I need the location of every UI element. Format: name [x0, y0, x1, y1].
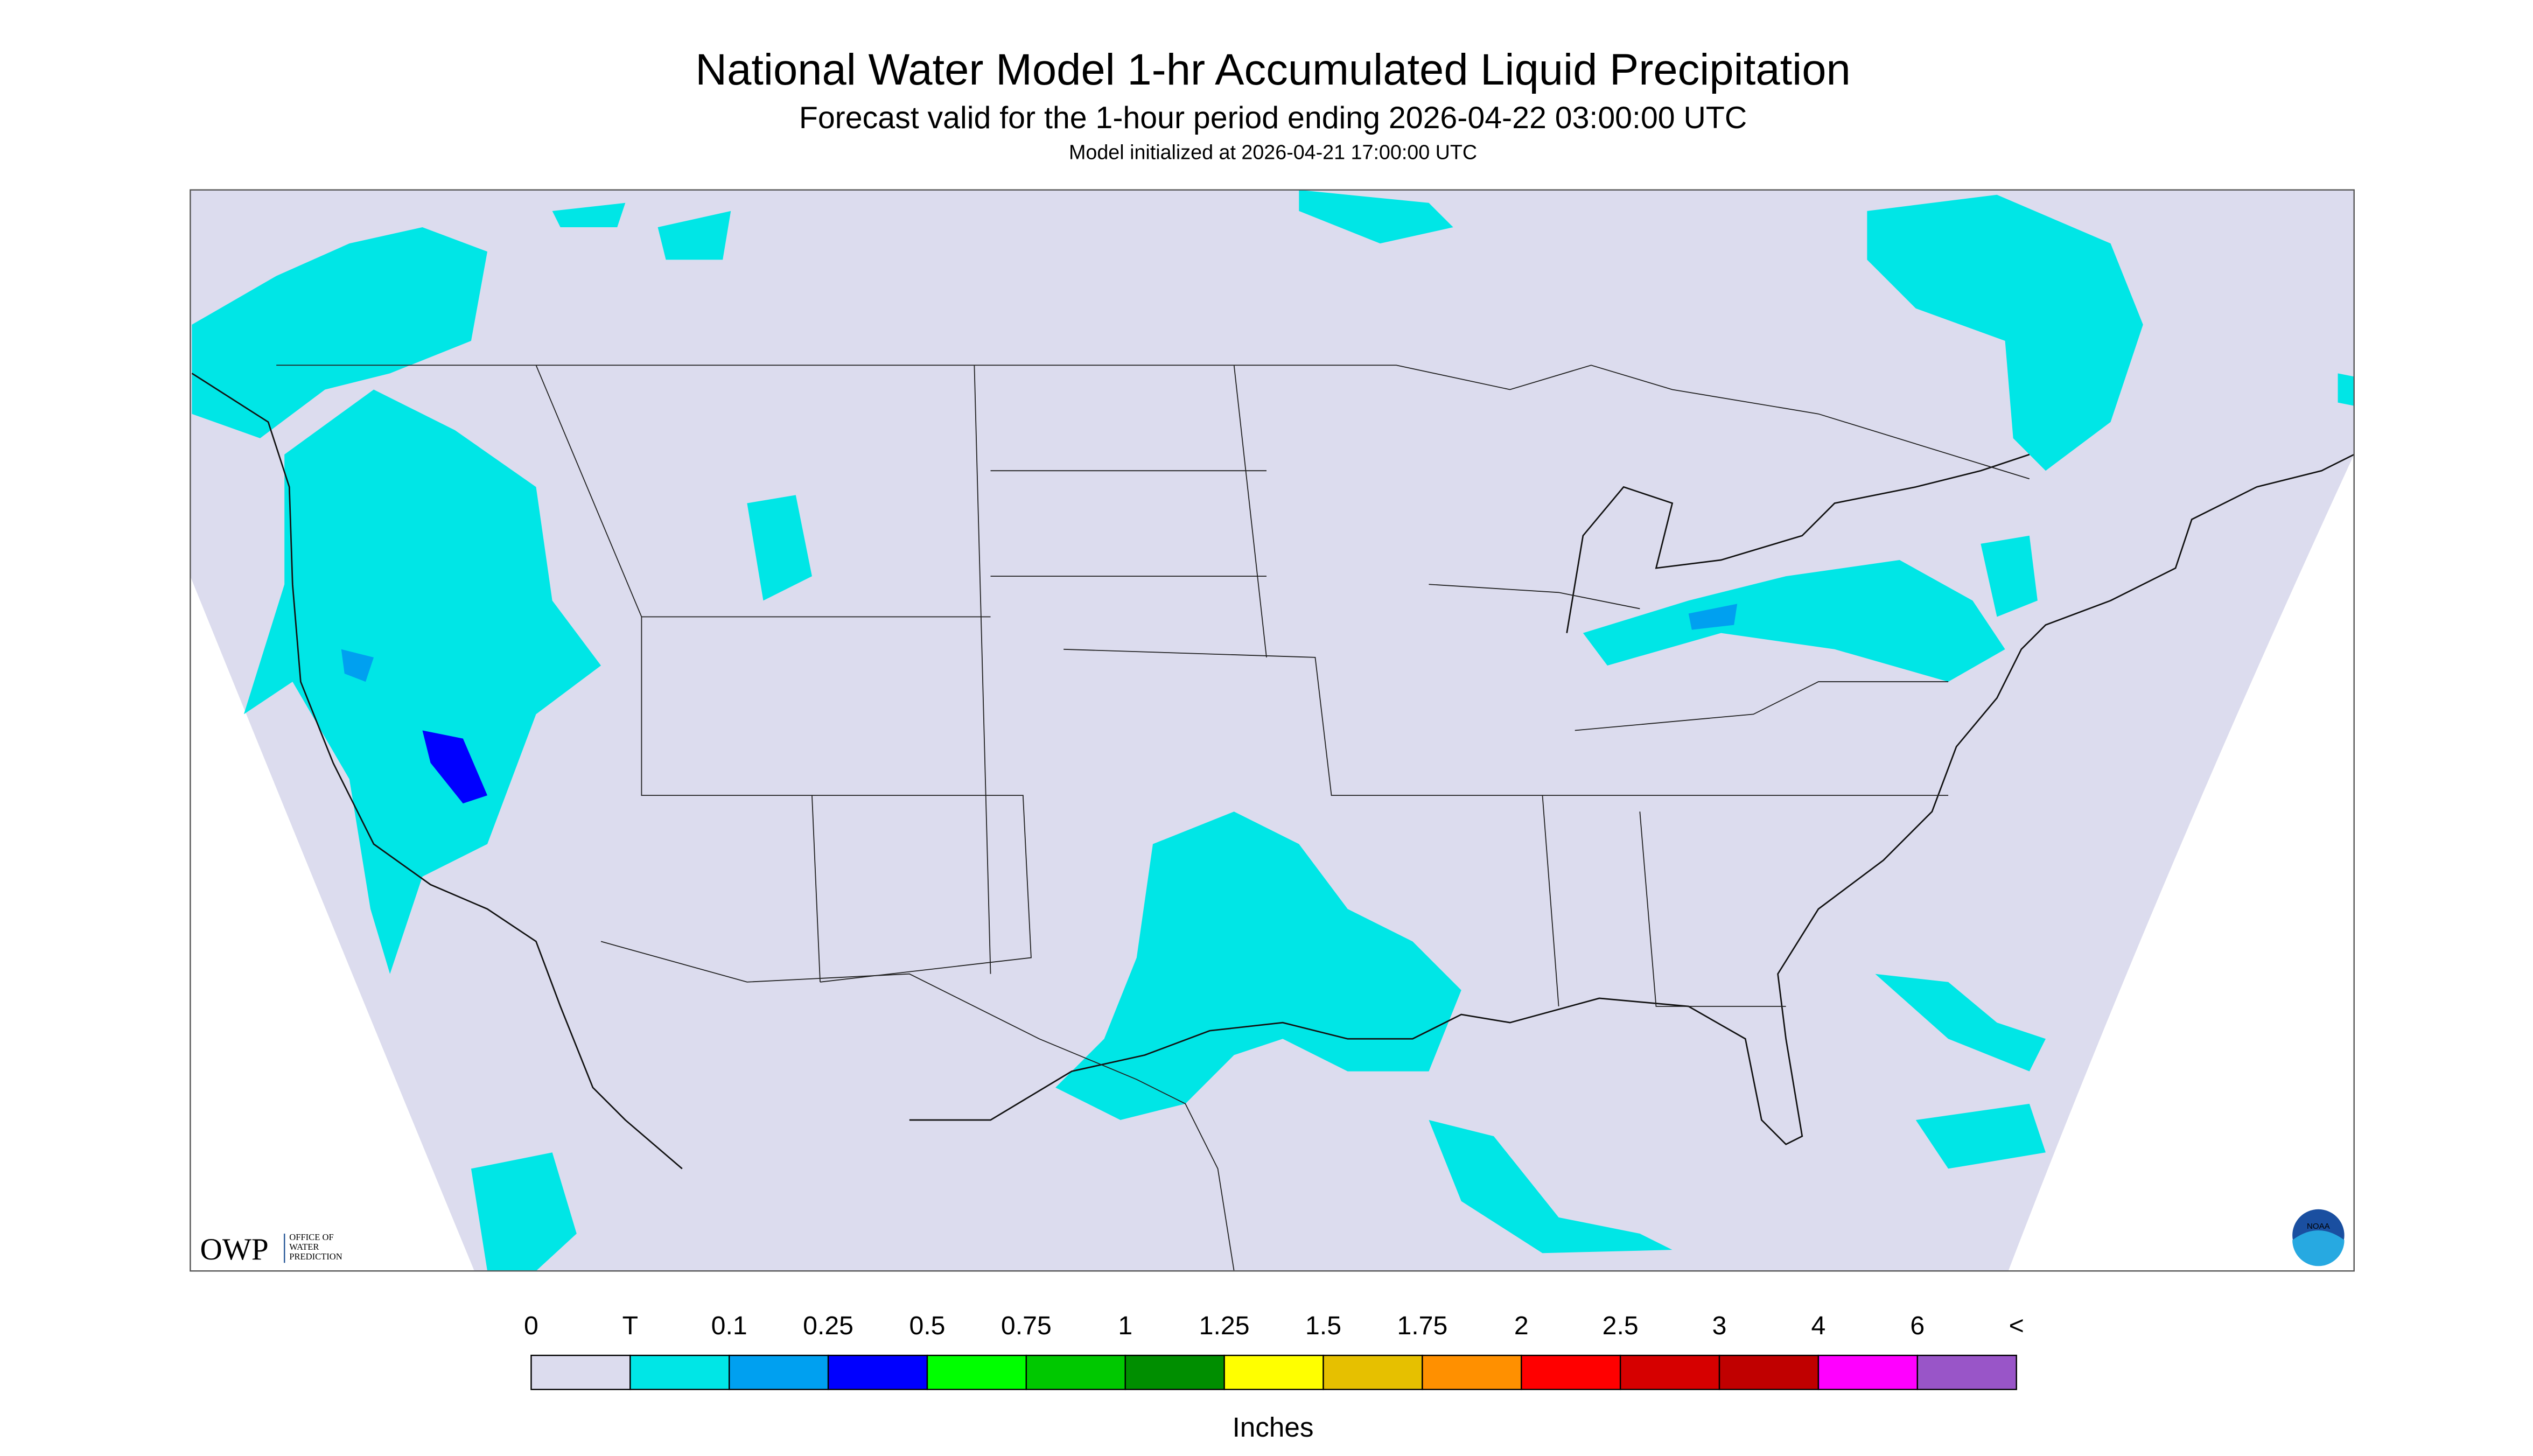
legend-label: 1.75	[1397, 1311, 1447, 1340]
legend-label: 4	[1811, 1311, 1826, 1340]
logo-line: WATER	[289, 1242, 319, 1252]
legend-label: <	[2009, 1311, 2024, 1340]
legend-swatch	[1718, 1354, 1820, 1390]
legend-label: 0	[524, 1311, 538, 1340]
legend-label: 1	[1118, 1311, 1132, 1340]
title: National Water Model 1-hr Accumulated Li…	[695, 45, 1850, 94]
legend-label: 3	[1712, 1311, 1727, 1340]
legend-label: 0.75	[1001, 1311, 1052, 1340]
heavy-precip	[341, 604, 1738, 804]
legend-label: 2.5	[1603, 1311, 1639, 1340]
legend-swatch	[1422, 1354, 1522, 1390]
logo-mark: OWP	[200, 1233, 268, 1266]
map-frame	[190, 189, 2355, 1272]
projection-mask	[190, 576, 474, 1271]
legend-unit: Inches	[1233, 1412, 1314, 1443]
legend: 0 T 0.1 0.25 0.5 0.75 1 1.25 1.5 1.75 2 2.5 3 4 6 <	[524, 1311, 2024, 1390]
init-time: Model initialized at 2026-04-21 17:00:00…	[1069, 141, 1477, 163]
noaa-wave	[2292, 1230, 2345, 1266]
logo-line: PREDICTION	[289, 1251, 342, 1262]
legend-label: 1.5	[1305, 1311, 1341, 1340]
legend-swatch	[1223, 1354, 1324, 1390]
legend-label: 2	[1514, 1311, 1529, 1340]
legend-swatch	[827, 1354, 928, 1390]
subtitle: Forecast valid for the 1-hour period end…	[799, 101, 1747, 135]
legend-label: 0.1	[711, 1311, 747, 1340]
map-background	[190, 190, 2354, 1271]
legend-label: 0.25	[803, 1311, 853, 1340]
legend-swatch	[1124, 1354, 1225, 1390]
legend-label: 6	[1910, 1311, 1925, 1340]
legend-swatch	[530, 1354, 631, 1390]
projection-mask	[2008, 454, 2354, 1271]
legend-swatch	[926, 1354, 1027, 1390]
noaa-text: NOAA	[2307, 1222, 2331, 1231]
legend-swatch	[1521, 1354, 1621, 1390]
noaa-logo: NOAA	[2292, 1209, 2345, 1266]
owp-logo: OWP OFFICE OF WATER PREDICTION	[200, 1232, 342, 1266]
legend-label: T	[622, 1311, 638, 1340]
legend-swatch	[728, 1354, 829, 1390]
map: OWP OFFICE OF WATER PREDICTION NOAA	[190, 189, 2355, 1272]
borders	[191, 365, 2355, 1271]
precipitation	[192, 190, 2354, 1271]
legend-swatch	[1817, 1354, 1919, 1390]
legend-swatch	[1619, 1354, 1720, 1390]
legend-swatch	[1916, 1354, 2017, 1390]
legend-swatch	[629, 1354, 730, 1390]
legend-label: 0.5	[909, 1311, 945, 1340]
logo-line: OFFICE OF	[289, 1232, 333, 1242]
legend-swatch	[1025, 1354, 1126, 1390]
legend-label: 1.25	[1199, 1311, 1250, 1340]
legend-swatch	[1323, 1354, 1423, 1390]
